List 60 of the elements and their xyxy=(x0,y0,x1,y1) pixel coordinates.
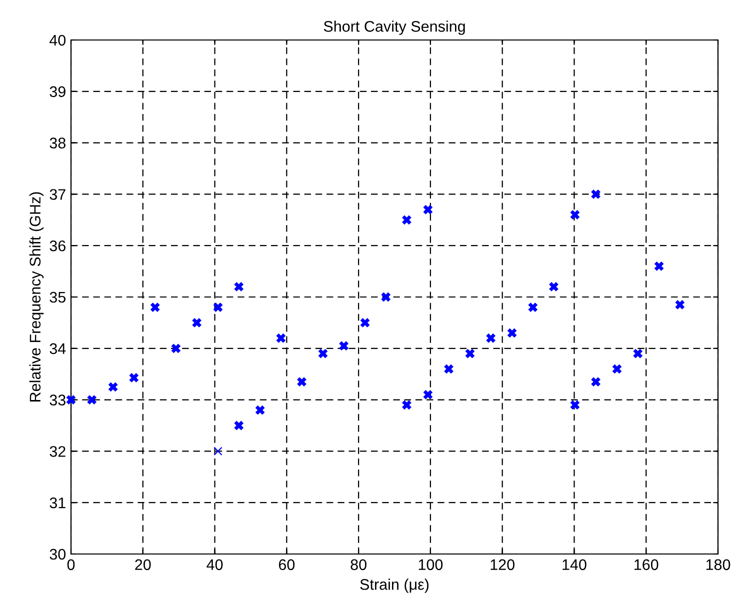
point xyxy=(464,348,476,359)
x-tick-label: 80 xyxy=(350,559,366,570)
point xyxy=(402,400,412,410)
point xyxy=(338,340,350,352)
point xyxy=(590,376,601,388)
y-tick-label: 30 xyxy=(50,548,66,560)
point xyxy=(296,376,307,388)
y-tick-label: 35 xyxy=(50,292,66,303)
point xyxy=(528,302,538,312)
x-tick-label: 60 xyxy=(278,559,295,570)
y-tick-label: 36 xyxy=(50,240,66,252)
point xyxy=(234,282,244,292)
y-tick-label: 31 xyxy=(50,497,66,508)
x-tick-label: 140 xyxy=(562,559,586,570)
point xyxy=(86,394,98,406)
chart-title: Short Cavity Sensing xyxy=(324,20,465,35)
point xyxy=(150,302,160,312)
point xyxy=(612,364,622,374)
y-tick-label: 37 xyxy=(50,189,66,200)
point xyxy=(674,300,686,310)
point xyxy=(170,343,182,354)
point xyxy=(548,282,559,292)
point xyxy=(276,332,286,344)
y-tick-label: 32 xyxy=(50,446,66,457)
point xyxy=(254,404,266,416)
x-tick-label: 120 xyxy=(490,559,514,570)
point xyxy=(506,328,518,338)
x-tick-label: 0 xyxy=(67,559,75,570)
point xyxy=(192,317,202,328)
x-tick-label: 180 xyxy=(706,559,730,570)
point xyxy=(632,348,644,359)
y-tick-label: 34 xyxy=(50,343,66,354)
point xyxy=(66,394,76,406)
x-tick-label: 20 xyxy=(135,559,151,570)
point xyxy=(590,188,601,200)
point xyxy=(422,204,434,215)
point xyxy=(570,400,580,410)
point xyxy=(360,317,370,328)
x-tick-label: 40 xyxy=(206,559,223,570)
x-tick-label: 160 xyxy=(634,559,658,570)
y-tick-label: 38 xyxy=(50,138,66,148)
x-axis-title: Strain (με) xyxy=(360,578,429,593)
point xyxy=(212,302,224,312)
point xyxy=(402,214,412,226)
x-tick-label: 100 xyxy=(418,559,443,570)
y-axis-title: Relative Frequency Shift (GHz) xyxy=(29,192,44,402)
y-tick-label: 40 xyxy=(50,34,66,46)
point xyxy=(234,420,244,431)
point xyxy=(108,382,118,392)
point xyxy=(570,210,580,220)
point xyxy=(486,332,496,344)
y-tick-label: 39 xyxy=(50,86,66,98)
point xyxy=(318,348,328,359)
point xyxy=(654,260,664,272)
point xyxy=(422,389,434,400)
point xyxy=(444,364,454,374)
point xyxy=(214,446,222,456)
point xyxy=(380,292,392,302)
point xyxy=(128,372,140,383)
y-tick-label: 33 xyxy=(50,394,66,406)
